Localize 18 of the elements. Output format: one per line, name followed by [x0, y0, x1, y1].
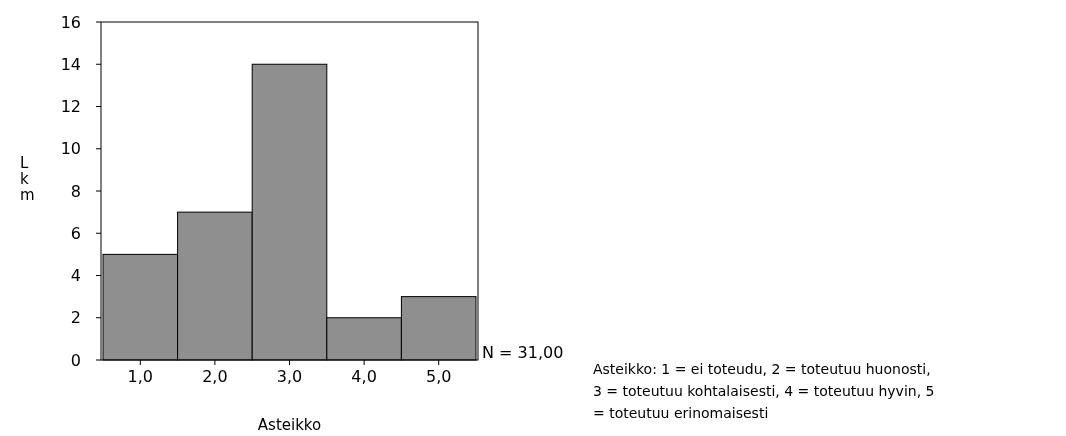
x-tick-label: 4,0	[351, 367, 377, 386]
x-axis-title: Asteikko	[257, 416, 322, 434]
y-tick-label: 0	[70, 350, 81, 370]
x-tick-label: 3,0	[276, 367, 303, 386]
text: Asteikko: 1 = ei toteudu, 2 = toteutuu huonosti, 3 = toteutuu kohtalaisesti, 4 = toteutuu hyvin, 5 = toteutuu erinomaisesti	[593, 361, 935, 421]
y-tick-label: 16	[60, 12, 81, 32]
y-tick-label: 2	[70, 308, 81, 328]
y-tick-label: 10	[60, 139, 81, 159]
text: N = 31,00	[482, 343, 564, 362]
y-tick-label: 6	[70, 223, 81, 243]
y-axis-title: Lkm	[20, 154, 35, 204]
y-tick-label: 4	[70, 266, 81, 286]
x-tick-label: 2,0	[202, 367, 228, 386]
y-tick-label: 8	[70, 181, 81, 201]
y-tick-label: 14	[60, 54, 81, 74]
x-tick-label: 5,0	[425, 367, 452, 386]
x-tick-label: 1,0	[127, 367, 154, 386]
y-tick-label: 12	[60, 97, 81, 117]
